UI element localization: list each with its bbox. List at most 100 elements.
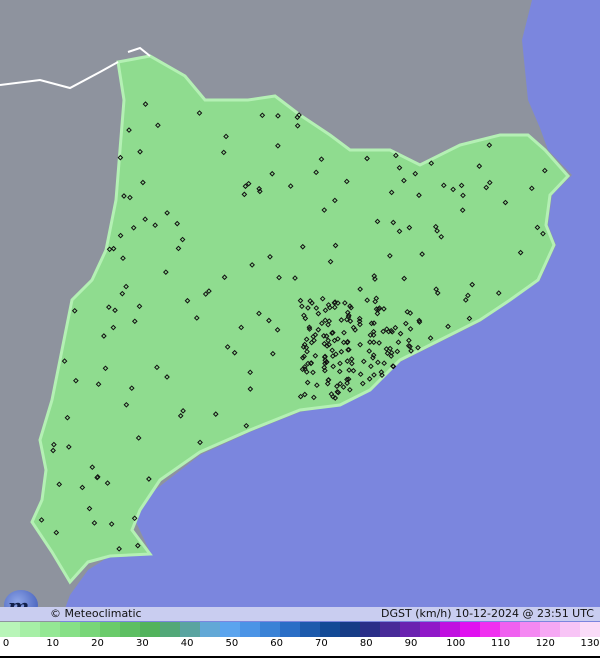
station-marker[interactable] bbox=[375, 359, 381, 366]
station-marker[interactable] bbox=[345, 347, 351, 353]
station-marker[interactable] bbox=[370, 354, 376, 361]
station-marker[interactable] bbox=[119, 290, 126, 297]
station-marker[interactable] bbox=[469, 281, 476, 288]
station-marker[interactable] bbox=[360, 358, 367, 365]
station-marker[interactable] bbox=[102, 365, 109, 372]
station-marker[interactable] bbox=[408, 348, 414, 354]
station-marker[interactable] bbox=[275, 142, 281, 149]
station-marker[interactable] bbox=[356, 318, 363, 325]
station-marker[interactable] bbox=[137, 148, 143, 155]
station-marker[interactable] bbox=[384, 350, 391, 357]
station-marker[interactable] bbox=[407, 343, 413, 350]
station-marker[interactable] bbox=[394, 348, 401, 355]
station-marker[interactable] bbox=[65, 444, 72, 450]
station-marker[interactable] bbox=[364, 155, 370, 162]
station-marker[interactable] bbox=[338, 317, 345, 323]
station-marker[interactable] bbox=[388, 189, 395, 196]
station-marker[interactable] bbox=[329, 329, 336, 336]
station-marker[interactable] bbox=[64, 414, 71, 421]
station-marker[interactable] bbox=[330, 363, 337, 370]
station-marker[interactable] bbox=[302, 315, 309, 322]
station-marker[interactable] bbox=[306, 326, 313, 332]
station-marker[interactable] bbox=[257, 188, 263, 195]
station-marker[interactable] bbox=[142, 101, 149, 107]
station-marker[interactable] bbox=[313, 169, 319, 176]
station-marker[interactable] bbox=[349, 360, 355, 367]
station-marker[interactable] bbox=[336, 368, 343, 375]
station-marker[interactable] bbox=[334, 383, 340, 390]
station-marker[interactable] bbox=[301, 341, 308, 348]
station-marker[interactable] bbox=[433, 286, 439, 293]
station-marker[interactable] bbox=[396, 164, 403, 171]
station-marker[interactable] bbox=[315, 326, 322, 333]
station-marker[interactable] bbox=[370, 328, 377, 335]
station-marker[interactable] bbox=[344, 358, 351, 364]
station-marker[interactable] bbox=[407, 310, 414, 316]
station-marker[interactable] bbox=[347, 318, 354, 324]
station-marker[interactable] bbox=[206, 288, 212, 294]
station-marker[interactable] bbox=[275, 113, 281, 119]
station-marker[interactable] bbox=[313, 305, 320, 311]
station-marker[interactable] bbox=[331, 300, 338, 306]
station-marker[interactable] bbox=[325, 302, 332, 308]
station-marker[interactable] bbox=[387, 252, 393, 259]
station-marker[interactable] bbox=[390, 363, 396, 369]
station-marker[interactable] bbox=[428, 160, 435, 167]
station-marker[interactable] bbox=[136, 303, 143, 310]
station-marker[interactable] bbox=[412, 170, 419, 177]
station-marker[interactable] bbox=[303, 336, 310, 343]
station-marker[interactable] bbox=[319, 320, 325, 327]
station-marker[interactable] bbox=[50, 447, 56, 454]
station-marker[interactable] bbox=[415, 344, 421, 351]
station-marker[interactable] bbox=[220, 149, 227, 156]
station-marker[interactable] bbox=[322, 317, 329, 324]
station-marker[interactable] bbox=[305, 360, 311, 367]
station-marker[interactable] bbox=[309, 300, 315, 306]
station-marker[interactable] bbox=[534, 224, 541, 231]
station-marker[interactable] bbox=[320, 333, 327, 339]
station-marker[interactable] bbox=[325, 321, 331, 328]
station-marker[interactable] bbox=[155, 122, 161, 129]
station-marker[interactable] bbox=[403, 320, 409, 327]
station-marker[interactable] bbox=[333, 351, 339, 357]
station-marker[interactable] bbox=[292, 275, 298, 281]
station-marker[interactable] bbox=[341, 329, 347, 336]
station-marker[interactable] bbox=[53, 529, 60, 536]
station-marker[interactable] bbox=[294, 122, 301, 129]
station-marker[interactable] bbox=[350, 367, 357, 374]
station-marker[interactable] bbox=[388, 350, 395, 356]
station-marker[interactable] bbox=[51, 441, 57, 448]
station-marker[interactable] bbox=[374, 218, 381, 225]
station-marker[interactable] bbox=[348, 304, 354, 311]
station-marker[interactable] bbox=[212, 411, 219, 417]
station-marker[interactable] bbox=[459, 207, 466, 213]
station-marker[interactable] bbox=[164, 210, 170, 216]
station-marker[interactable] bbox=[344, 339, 351, 346]
station-marker[interactable] bbox=[329, 347, 336, 354]
station-marker[interactable] bbox=[117, 154, 124, 161]
station-marker[interactable] bbox=[120, 255, 126, 262]
station-marker[interactable] bbox=[541, 167, 548, 174]
station-marker[interactable] bbox=[357, 321, 363, 328]
station-marker[interactable] bbox=[483, 184, 490, 191]
station-marker[interactable] bbox=[345, 314, 352, 320]
station-marker[interactable] bbox=[123, 401, 130, 408]
station-marker[interactable] bbox=[121, 193, 127, 199]
station-marker[interactable] bbox=[267, 253, 273, 260]
station-marker[interactable] bbox=[528, 185, 535, 192]
station-marker[interactable] bbox=[335, 300, 341, 306]
station-marker[interactable] bbox=[348, 356, 355, 362]
station-marker[interactable] bbox=[445, 323, 451, 330]
station-marker[interactable] bbox=[321, 340, 328, 347]
station-marker[interactable] bbox=[385, 328, 392, 335]
station-marker[interactable] bbox=[243, 422, 250, 429]
station-marker[interactable] bbox=[407, 326, 414, 332]
station-marker[interactable] bbox=[299, 303, 305, 310]
station-marker[interactable] bbox=[387, 345, 393, 352]
station-marker[interactable] bbox=[164, 374, 170, 380]
station-marker[interactable] bbox=[401, 177, 407, 184]
station-marker[interactable] bbox=[397, 330, 404, 337]
station-marker[interactable] bbox=[517, 249, 524, 256]
station-marker[interactable] bbox=[396, 228, 403, 235]
station-marker[interactable] bbox=[322, 307, 329, 314]
